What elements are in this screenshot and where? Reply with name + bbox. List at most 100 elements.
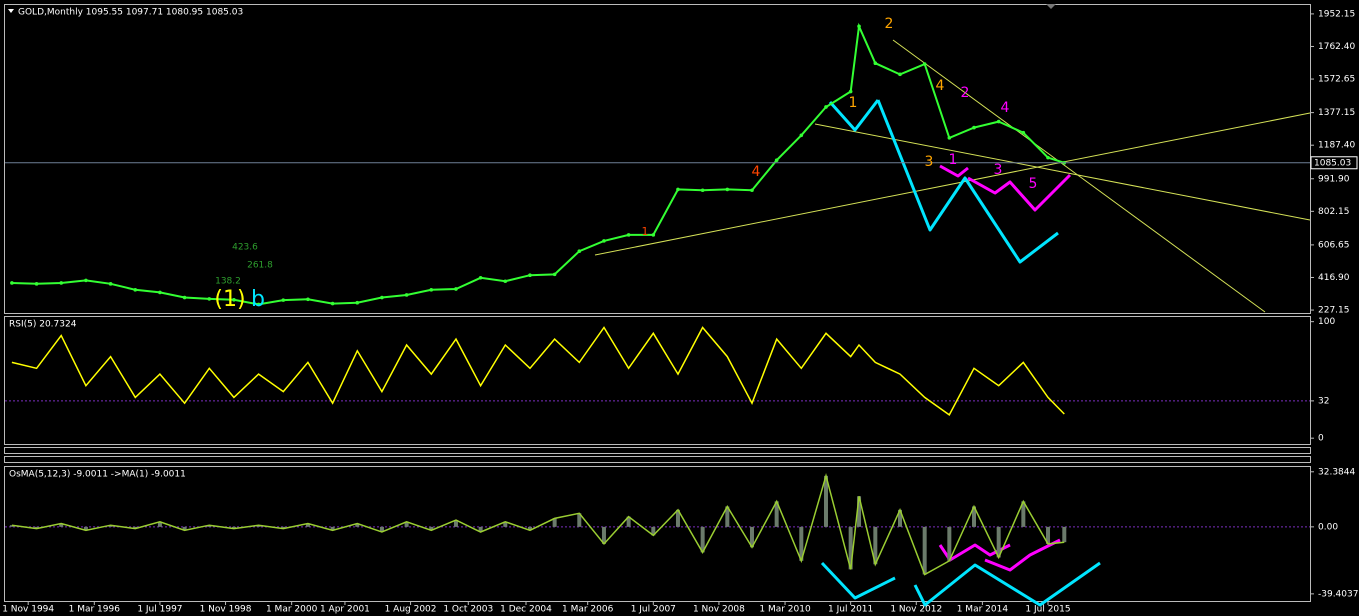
series-line — [11, 326, 1065, 417]
x-tick-label: 1 Dec 2004 — [500, 605, 552, 615]
annotation: 2 — [961, 85, 970, 101]
histogram-bar — [799, 526, 804, 561]
x-tick-label: 1 Aug 2002 — [385, 605, 437, 615]
price-point — [355, 300, 360, 305]
annotation: 3 — [925, 154, 934, 170]
y-tick-label: 0 — [1318, 434, 1324, 444]
price-point — [676, 187, 680, 192]
price-point — [404, 293, 409, 297]
annotation: 2 — [885, 16, 894, 32]
price-point — [577, 249, 582, 253]
annotation: 1 — [949, 152, 958, 168]
price-point — [700, 188, 705, 193]
price-point — [232, 297, 236, 302]
histogram-bar — [379, 526, 384, 532]
histogram-bar — [256, 525, 261, 527]
y-tick-label: 416.90 — [1318, 273, 1350, 283]
panel-title: OsMA(5,12,3) -9.0011 ->MA(1) -9.0011 — [9, 470, 186, 480]
scroll-marker — [1046, 4, 1056, 9]
y-tick-label: 991.90 — [1318, 174, 1350, 184]
price-point — [972, 125, 976, 130]
x-tick-label: 1 Nov 1998 — [200, 605, 252, 615]
price-point — [454, 287, 458, 291]
histogram-bar — [897, 509, 902, 527]
osma-panel — [4, 466, 1311, 602]
annotation: 4 — [752, 164, 761, 180]
price-point — [947, 136, 952, 140]
x-tick-label: 1 Jul 2007 — [631, 605, 676, 615]
y-tick-label: 32 — [1318, 396, 1329, 406]
annotation: 423.6 — [232, 243, 258, 253]
annotation: 261.8 — [247, 261, 273, 271]
histogram-bar — [305, 523, 310, 527]
y-tick-label: 1187.40 — [1318, 141, 1355, 151]
histogram-bar — [823, 475, 828, 527]
price-point — [799, 133, 804, 138]
panel-title: GOLD,Monthly 1095.55 1097.71 1080.95 108… — [18, 8, 243, 18]
histogram-bar — [83, 526, 88, 531]
histogram-bar — [453, 520, 458, 527]
price-point — [182, 295, 187, 300]
price-point — [380, 295, 384, 300]
histogram-bar — [675, 509, 680, 527]
x-tick-label: 1 Mar 2000 — [266, 605, 318, 615]
price-point — [898, 72, 902, 77]
price-point — [626, 233, 631, 237]
x-tick-label: 1 Mar 1996 — [69, 605, 121, 615]
histogram-bar — [725, 506, 730, 527]
y-tick-label: 802.15 — [1318, 207, 1350, 217]
histogram-bar — [601, 526, 606, 544]
price-point — [528, 273, 532, 278]
annotation: 1 — [642, 225, 649, 238]
histogram-bar — [749, 526, 754, 548]
x-tick-label: 1 Nov 2012 — [890, 605, 942, 615]
histogram-bar — [404, 521, 409, 527]
price-point — [602, 239, 606, 243]
annotation: 138.2 — [215, 277, 241, 287]
y-tick-label: 0.00 — [1318, 522, 1338, 532]
x-tick-label: 1 Oct 2003 — [443, 605, 493, 615]
histogram-bar — [503, 521, 508, 527]
price-point — [59, 281, 64, 285]
price-point — [10, 281, 14, 285]
histogram-bar — [182, 526, 187, 531]
x-tick-label: 1 Mar 2006 — [562, 605, 614, 615]
menu-arrow — [8, 9, 14, 13]
histogram-bar — [429, 526, 434, 531]
price-point — [824, 105, 828, 109]
x-tick-label: 1 Jul 2011 — [828, 605, 873, 615]
histogram-bar — [577, 513, 582, 527]
x-tick-label: 1 Nov 1994 — [2, 605, 54, 615]
price-point — [503, 279, 508, 284]
histogram-bar — [1062, 526, 1067, 543]
y-tick-label: 606.65 — [1318, 240, 1350, 250]
histogram-bar — [281, 526, 286, 529]
series-line — [11, 472, 1065, 576]
last-price-label: 1085.03 — [1314, 158, 1351, 168]
wave-arrows — [820, 99, 1101, 607]
histogram-bar — [1021, 501, 1026, 527]
histogram-bar — [207, 525, 212, 527]
x-tick-label: 1 Apr 2001 — [320, 605, 370, 615]
y-tick-label: 1377.15 — [1318, 108, 1355, 118]
histogram-bar — [857, 496, 862, 527]
price-point — [857, 24, 861, 29]
price-point — [133, 288, 138, 292]
histogram-bar — [922, 526, 927, 575]
histogram-bar — [651, 526, 656, 536]
histogram-bar — [478, 526, 483, 532]
histogram-bar — [552, 518, 557, 527]
price-point — [552, 272, 557, 277]
annotation: 1 — [849, 95, 858, 111]
histogram-bar — [947, 526, 952, 561]
y-tick-label: 227.15 — [1318, 306, 1350, 316]
price-point — [1046, 155, 1050, 160]
price-point — [651, 233, 656, 237]
histogram-bar — [330, 526, 335, 531]
y-tick-label: 100 — [1318, 317, 1335, 327]
price-point — [306, 297, 310, 302]
x-tick-label: 1 Jul 2015 — [1025, 605, 1070, 615]
empty-panel — [4, 456, 1311, 463]
histogram-bar — [157, 521, 162, 527]
panel-title: RSI(5) 20.7324 — [9, 320, 77, 330]
